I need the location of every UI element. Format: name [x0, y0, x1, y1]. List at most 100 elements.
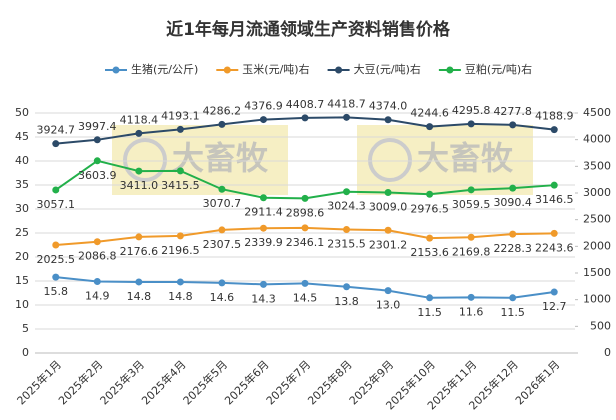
data-point — [467, 233, 475, 241]
legend-label: 豆粕(元/吨)右 — [465, 62, 532, 76]
data-label: 14.3 — [251, 292, 276, 305]
data-label: 2315.5 — [327, 238, 366, 251]
data-point — [426, 123, 434, 131]
legend-marker — [335, 66, 343, 74]
data-label: 4193.1 — [161, 109, 200, 122]
data-label: 13.0 — [376, 299, 401, 312]
data-point — [52, 273, 60, 281]
data-label: 3059.5 — [452, 198, 491, 211]
data-label: 14.8 — [168, 290, 193, 303]
y2-tick-label: 2500 — [583, 213, 611, 226]
data-label: 4418.7 — [327, 97, 366, 110]
data-point — [384, 287, 392, 295]
data-label: 2911.4 — [244, 206, 283, 219]
data-label: 2086.8 — [78, 250, 117, 263]
data-point — [93, 157, 101, 165]
y2-tick-label: 1500 — [583, 266, 611, 279]
data-label: 3090.4 — [493, 196, 532, 209]
data-label: 3924.7 — [37, 124, 76, 137]
y-tick-label: 20 — [15, 250, 29, 263]
data-point — [259, 224, 267, 232]
data-point — [52, 241, 60, 249]
data-point — [259, 280, 267, 288]
y-tick-label: 0 — [22, 346, 29, 359]
data-label: 2025.5 — [37, 253, 76, 266]
watermark-logo — [368, 138, 412, 182]
data-point — [218, 226, 226, 234]
data-point — [426, 234, 434, 242]
data-point — [467, 293, 475, 301]
data-label: 11.6 — [459, 305, 484, 318]
legend-label: 大豆(元/吨)右 — [354, 62, 421, 76]
data-label: 2196.5 — [161, 244, 200, 257]
data-point — [426, 190, 434, 198]
data-point — [176, 232, 184, 240]
data-point — [550, 126, 558, 134]
data-label: 3070.7 — [203, 197, 242, 210]
data-point — [301, 114, 309, 122]
data-label: 12.7 — [542, 300, 567, 313]
data-label: 3415.5 — [161, 179, 200, 192]
legend-marker — [112, 66, 120, 74]
data-label: 4277.8 — [493, 105, 532, 118]
data-label: 3146.5 — [535, 193, 574, 206]
data-label: 3057.1 — [37, 198, 76, 211]
y-tick-label: 5 — [22, 322, 29, 335]
data-label: 4188.9 — [535, 110, 574, 123]
data-point — [135, 278, 143, 286]
data-label: 4118.4 — [120, 113, 159, 126]
data-point — [93, 136, 101, 144]
data-label: 15.8 — [44, 285, 69, 298]
data-point — [259, 116, 267, 124]
y2-tick-label: 0 — [604, 346, 611, 359]
data-label: 2301.2 — [369, 238, 408, 251]
y-tick-label: 30 — [15, 202, 29, 215]
data-label: 14.9 — [85, 289, 110, 302]
data-label: 2169.8 — [452, 245, 491, 258]
data-point — [509, 184, 517, 192]
watermark: 大畜牧 — [172, 139, 269, 177]
data-label: 2307.5 — [203, 238, 242, 251]
data-label: 2176.6 — [120, 245, 159, 258]
y-tick-label: 50 — [15, 106, 29, 119]
watermark: 大畜牧 — [417, 139, 514, 177]
data-label: 2228.3 — [493, 242, 532, 255]
data-point — [93, 277, 101, 285]
data-label: 11.5 — [500, 306, 525, 319]
data-label: 3009.0 — [369, 201, 408, 214]
y2-tick-label: 4000 — [583, 133, 611, 146]
data-label: 13.8 — [334, 295, 359, 308]
data-label: 4374.0 — [369, 100, 408, 113]
data-point — [509, 294, 517, 302]
legend-marker — [446, 66, 454, 74]
y-tick-label: 45 — [15, 130, 29, 143]
data-label: 3024.3 — [327, 200, 366, 213]
y2-tick-label: 2000 — [583, 239, 611, 252]
data-label: 2346.1 — [286, 236, 325, 249]
data-label: 14.6 — [210, 291, 235, 304]
data-point — [301, 279, 309, 287]
data-point — [343, 283, 351, 291]
data-point — [384, 189, 392, 197]
data-point — [343, 113, 351, 121]
data-point — [467, 186, 475, 194]
data-point — [426, 294, 434, 302]
legend-label: 生猪(元/公斤) — [131, 62, 198, 76]
data-point — [176, 167, 184, 175]
data-point — [135, 129, 143, 137]
data-point — [467, 120, 475, 128]
y2-tick-label: 4500 — [583, 106, 611, 119]
data-point — [52, 186, 60, 194]
data-point — [176, 125, 184, 133]
data-label: 3603.9 — [78, 169, 117, 182]
data-label: 4244.6 — [410, 107, 449, 120]
y2-tick-label: 3500 — [583, 159, 611, 172]
data-label: 2243.6 — [535, 241, 574, 254]
data-point — [301, 194, 309, 202]
data-point — [135, 233, 143, 241]
chart-title: 近1年每月流通领域生产资料销售价格 — [166, 19, 451, 40]
data-point — [218, 279, 226, 287]
data-label: 4295.8 — [452, 104, 491, 117]
y-tick-label: 10 — [15, 298, 29, 311]
